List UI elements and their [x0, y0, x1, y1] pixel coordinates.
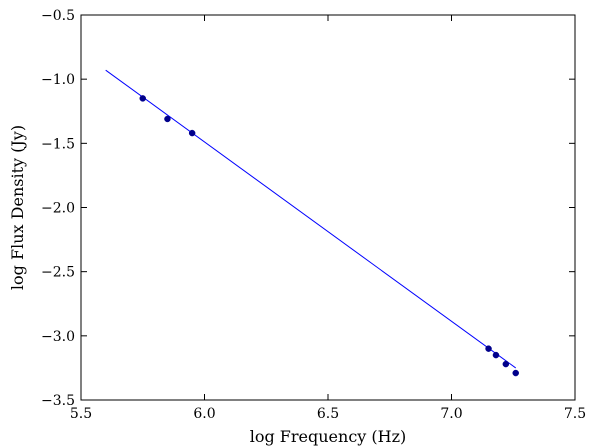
y-tick-label: −2.5 [41, 265, 75, 281]
x-axis-label: log Frequency (Hz) [250, 427, 407, 446]
x-tick-label: 6.5 [317, 406, 339, 422]
x-tick-label: 6.0 [193, 406, 215, 422]
y-tick-label: −2.0 [41, 201, 75, 217]
x-tick-label: 7.5 [564, 406, 586, 422]
data-point [188, 129, 196, 137]
y-tick-label: −0.5 [41, 8, 75, 24]
plot-frame [80, 14, 576, 401]
data-point [164, 115, 171, 123]
data-point [492, 351, 500, 359]
y-tick-label: −3.5 [41, 393, 75, 409]
x-tick-label: 7.0 [440, 406, 462, 422]
fit-line [105, 69, 517, 369]
data-point [485, 345, 492, 352]
data-point [512, 369, 519, 377]
y-tick-label: −3.0 [41, 329, 75, 345]
y-tick-label: −1.5 [41, 136, 75, 152]
x-tick-label: 5.5 [70, 406, 92, 422]
data-point [139, 95, 146, 102]
data-point [502, 360, 510, 368]
y-axis-label: log Flux Density (Jy) [8, 125, 27, 290]
y-tick-label: −1.0 [41, 72, 75, 88]
ticks-layer: 5.5 6.0 6.5 7.0 7.5 −0.5 −1.0 −1.5 −2.0 −2.5 −3.0 −… [41, 8, 586, 422]
plot-area: 5.5 6.0 6.5 7.0 7.5 −0.5 −1.0 −1.5 −2.0 −2.5 −3.0 −… [41, 8, 586, 422]
series-layer [105, 69, 519, 377]
